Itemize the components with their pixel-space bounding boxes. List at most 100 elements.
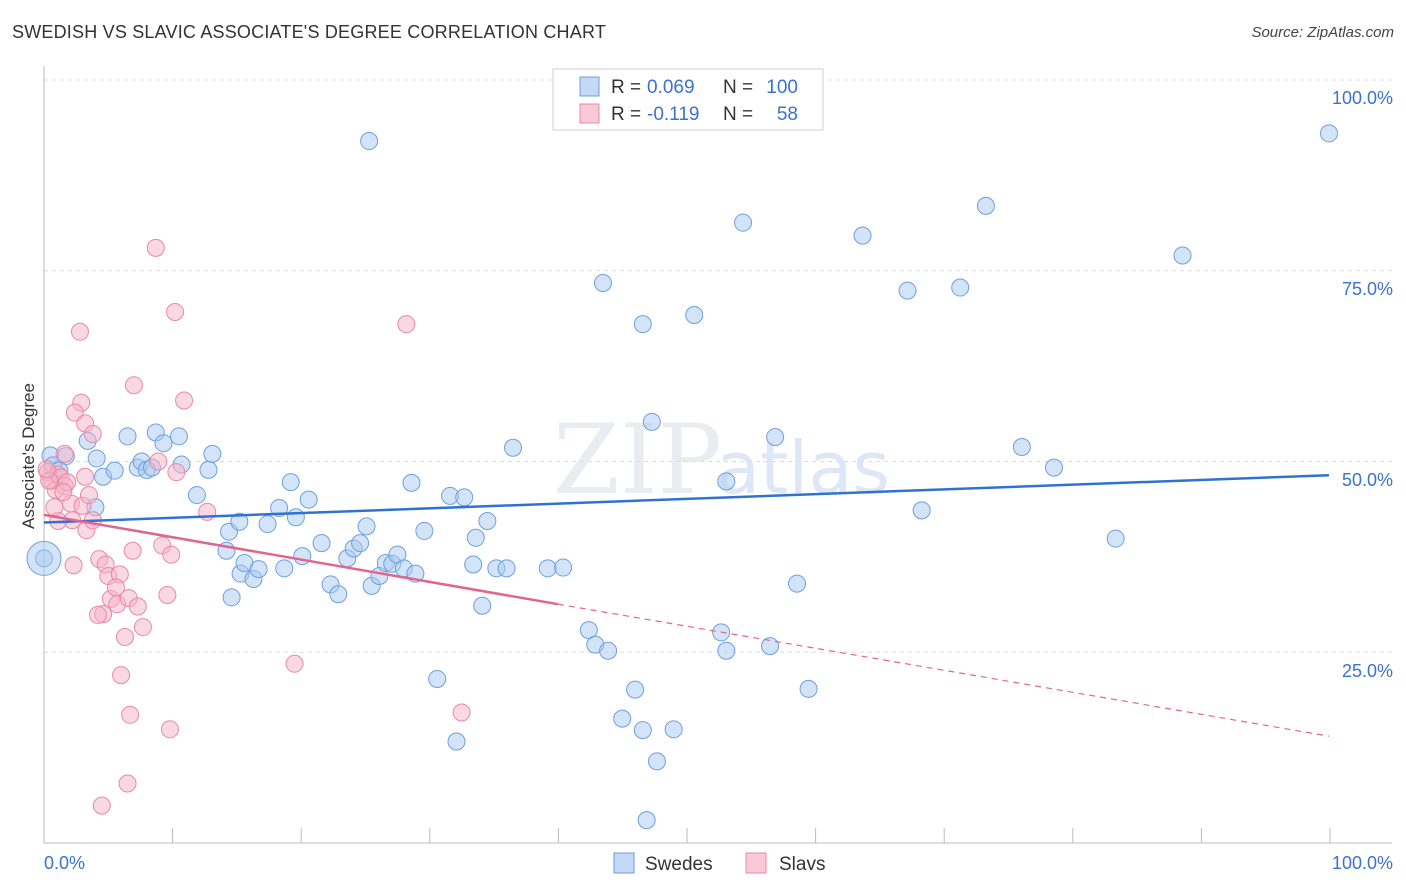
slavs-point: [112, 666, 131, 685]
slavs-points: [37, 238, 471, 815]
swedes-point: [275, 559, 294, 578]
swedes-point: [504, 438, 523, 457]
swedes-point: [281, 473, 300, 492]
slavs-point: [149, 452, 168, 471]
x-tick-label-0: 0.0%: [44, 853, 85, 873]
legend-swatch-slavs: [579, 103, 600, 124]
slavs-point: [128, 597, 147, 616]
swedes-point: [717, 641, 736, 660]
legend-n-label-slavs: N =: [723, 104, 753, 125]
swedes-point: [717, 472, 736, 491]
swedes-point: [664, 720, 683, 739]
x-tick-marks: [43, 828, 1331, 843]
bottom-legend-swatch-swedes: [613, 852, 635, 874]
swedes-point: [258, 515, 277, 534]
y-tick-label-100: 100.0%: [1332, 88, 1393, 108]
slavs-point: [158, 586, 177, 605]
swedes-point: [1012, 438, 1031, 457]
legend-r-value-slavs: -0.119: [647, 104, 699, 125]
slavs-point: [64, 556, 83, 575]
legend-swatch-swedes: [579, 76, 600, 97]
slavs-point: [37, 460, 56, 479]
swedes-point: [766, 428, 785, 447]
swedes-point: [593, 273, 612, 292]
slavs-trend-line-extension: [557, 603, 1330, 737]
series-legend: Swedes Slavs: [613, 852, 825, 875]
swedes-point: [222, 588, 241, 607]
swedes-point: [1320, 124, 1338, 143]
slavs-point: [88, 605, 107, 624]
legend-r-value-swedes: 0.069: [647, 77, 695, 98]
swedes-point: [633, 721, 652, 740]
swedes-point: [1106, 529, 1125, 548]
swedes-point: [286, 508, 305, 527]
swedes-point: [497, 559, 516, 578]
slavs-point: [76, 467, 95, 486]
source-label: Source: ZipAtlas.com: [1251, 24, 1394, 41]
swedes-point: [415, 521, 434, 540]
chart-title: SWEDISH VS SLAVIC ASSOCIATE'S DEGREE COR…: [12, 22, 607, 42]
correlation-legend: R = 0.069 N = 100 R = -0.119 N = 58: [552, 68, 824, 131]
slavs-point: [123, 541, 142, 560]
y-tick-label-25: 25.0%: [1342, 661, 1393, 681]
swedes-point: [478, 512, 497, 531]
y-tick-label-50: 50.0%: [1342, 470, 1393, 490]
trend-lines: [43, 473, 1330, 737]
slavs-point: [397, 315, 416, 334]
swedes-point: [455, 488, 474, 507]
swedes-point: [1045, 458, 1064, 477]
swedes-point: [473, 596, 492, 615]
slavs-point: [166, 302, 185, 321]
legend-r-label-swedes: R =: [611, 77, 641, 98]
legend-n-label-swedes: N =: [723, 77, 753, 98]
slavs-trend-line: [43, 513, 559, 606]
slavs-point: [55, 444, 74, 463]
swedes-point: [647, 752, 666, 771]
swedes-point: [329, 585, 348, 604]
slavs-point: [83, 425, 102, 444]
slavs-point: [115, 627, 134, 646]
swedes-point-large: [26, 540, 62, 576]
swedes-point: [154, 434, 173, 453]
y-tick-label-75: 75.0%: [1342, 279, 1393, 299]
bottom-legend-label-slavs: Slavs: [779, 854, 825, 875]
swedes-point: [230, 512, 249, 531]
slavs-point: [92, 796, 111, 815]
swedes-point: [788, 574, 807, 593]
slavs-point: [160, 720, 179, 739]
slavs-point: [162, 545, 181, 564]
swedes-point: [912, 501, 931, 520]
y-axis-label: Associate's Degree: [19, 383, 38, 529]
swedes-point: [87, 449, 106, 468]
swedes-point: [613, 709, 632, 728]
swedes-point: [447, 732, 466, 751]
swedes-point: [249, 560, 268, 579]
swedes-point: [642, 412, 661, 431]
swedes-point: [351, 534, 370, 553]
swedes-point: [637, 811, 656, 830]
bottom-legend-label-swedes: Swedes: [645, 854, 713, 875]
swedes-point: [976, 196, 995, 215]
swedes-point: [299, 490, 318, 509]
bottom-legend-swatch-slavs: [745, 852, 767, 874]
swedes-point: [169, 427, 188, 446]
swedes-point: [734, 213, 753, 232]
swedes-point: [599, 641, 618, 660]
swedes-point: [187, 486, 206, 505]
slavs-point: [121, 705, 140, 724]
slavs-point: [175, 391, 194, 410]
swedes-point: [199, 460, 218, 479]
swedes-point: [360, 132, 379, 151]
x-tick-label-100: 100.0%: [1332, 853, 1393, 873]
swedes-point: [898, 281, 917, 300]
swedes-point: [428, 669, 447, 688]
slavs-point: [54, 483, 73, 502]
slavs-point: [124, 376, 143, 395]
swedes-trend-line: [43, 473, 1330, 524]
swedes-point: [118, 427, 137, 446]
swedes-point: [312, 534, 331, 553]
slavs-point: [167, 463, 186, 482]
slavs-point: [118, 774, 137, 793]
swedes-point: [464, 555, 483, 574]
